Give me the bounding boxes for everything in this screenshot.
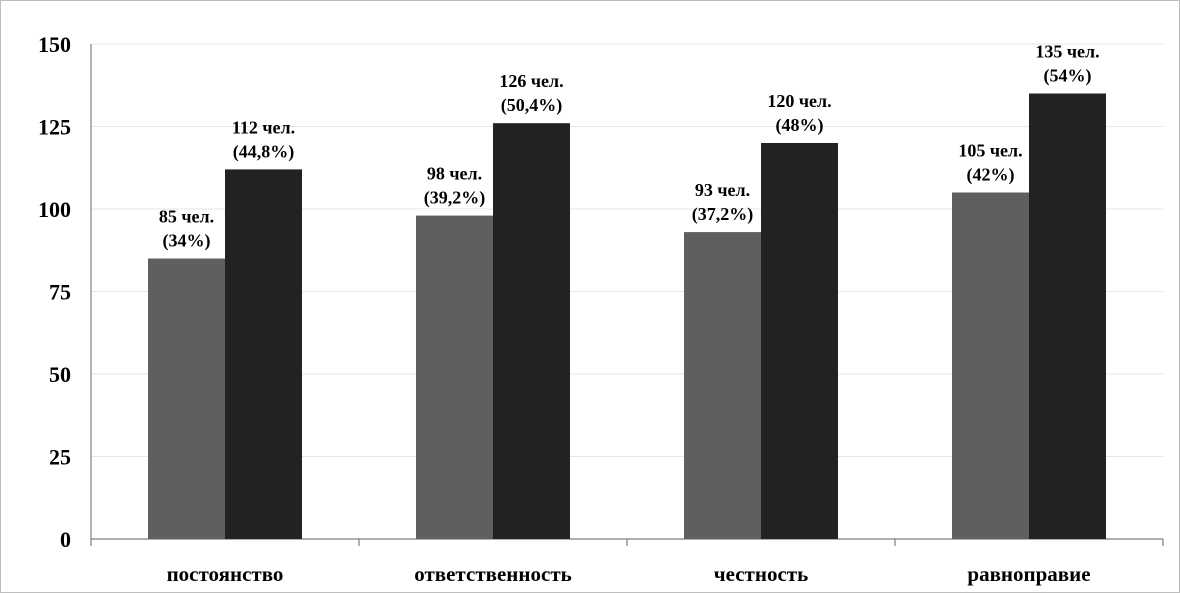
data-label: (42%) <box>967 165 1015 186</box>
data-label: (48%) <box>776 115 824 136</box>
data-label: 120 чел. <box>767 91 831 111</box>
bar <box>148 258 225 539</box>
y-tick-label: 0 <box>60 527 71 552</box>
bar <box>1029 93 1106 539</box>
data-label: 98 чел. <box>427 164 482 184</box>
data-label: (39,2%) <box>424 188 486 209</box>
y-tick-label: 150 <box>38 32 71 57</box>
x-category-label: честность <box>714 562 808 586</box>
data-label: (37,2%) <box>692 204 754 225</box>
y-tick-label: 50 <box>49 362 71 387</box>
bar <box>493 123 570 539</box>
x-category-label: постоянство <box>167 562 284 586</box>
data-label: (44,8%) <box>233 141 295 162</box>
bar <box>225 169 302 539</box>
bar <box>761 143 838 539</box>
data-label: 112 чел. <box>232 117 295 137</box>
bar <box>684 232 761 539</box>
y-tick-label: 100 <box>38 197 71 222</box>
x-category-label: ответственность <box>414 562 572 586</box>
bar <box>952 192 1029 539</box>
bar <box>416 215 493 539</box>
x-category-label: равноправие <box>967 562 1090 586</box>
data-label: 135 чел. <box>1035 42 1099 62</box>
data-label: (54%) <box>1044 66 1092 87</box>
y-tick-label: 125 <box>38 115 71 140</box>
data-label: 85 чел. <box>159 207 214 227</box>
data-label: (50,4%) <box>501 95 563 116</box>
data-label: 126 чел. <box>499 71 563 91</box>
data-label: 93 чел. <box>695 180 750 200</box>
data-label: (34%) <box>163 231 211 252</box>
y-tick-label: 75 <box>49 280 71 305</box>
y-tick-label: 25 <box>49 445 71 470</box>
data-label: 105 чел. <box>958 141 1022 161</box>
